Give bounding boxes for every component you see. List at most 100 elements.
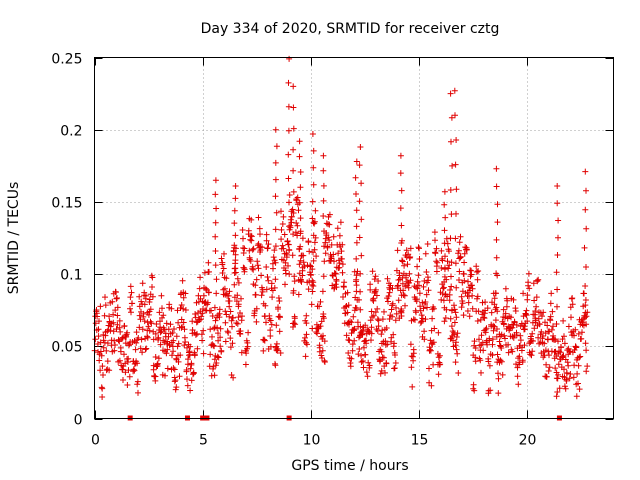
data-point [517, 332, 524, 339]
data-point [508, 314, 514, 321]
data-point [183, 367, 190, 373]
data-point [175, 340, 182, 347]
data-point [309, 198, 316, 205]
data-point [297, 169, 304, 175]
data-point [422, 250, 429, 257]
data-point [200, 327, 207, 334]
data-point [333, 284, 340, 291]
data-point [423, 269, 430, 275]
data-point [245, 329, 252, 336]
data-point [394, 247, 401, 254]
x-tick-label: 0 [91, 433, 100, 449]
data-point [433, 268, 440, 275]
data-point [114, 295, 120, 301]
data-point [343, 332, 350, 339]
data-point [116, 357, 123, 364]
data-point [326, 211, 333, 218]
data-point [308, 301, 315, 308]
data-point [260, 347, 267, 354]
data-point [309, 288, 316, 295]
data-point [357, 144, 364, 150]
data-point [249, 246, 256, 253]
data-point [294, 232, 301, 239]
data-point [265, 241, 272, 248]
data-point [380, 354, 387, 361]
data-point [575, 362, 582, 369]
data-point [285, 175, 292, 182]
data-point [448, 273, 454, 280]
data-point [168, 305, 175, 312]
data-point [192, 311, 199, 317]
data-point [182, 339, 189, 345]
data-point [192, 331, 199, 338]
data-point [468, 271, 475, 278]
data-point [530, 280, 537, 287]
data-point [149, 274, 156, 281]
data-point [457, 233, 464, 240]
data-point [385, 298, 391, 305]
data-point [439, 257, 446, 264]
data-point [212, 233, 219, 240]
data-point [268, 280, 275, 287]
data-point [539, 313, 545, 320]
data-point [280, 245, 287, 252]
data-point [198, 331, 205, 338]
data-point [583, 347, 590, 354]
data-point [521, 326, 528, 333]
x-tick-label: 10 [303, 433, 321, 449]
data-point [272, 176, 279, 183]
data-point [211, 304, 218, 311]
data-point [222, 319, 229, 326]
data-point [139, 349, 146, 356]
y-tick-label: 0.05 [51, 340, 82, 356]
data-point [231, 244, 238, 251]
data-point [547, 313, 554, 320]
data-point [339, 261, 346, 268]
data-point [527, 333, 534, 340]
data-point [132, 346, 139, 353]
data-point [220, 265, 227, 272]
data-point [441, 201, 448, 208]
data-point [498, 358, 505, 365]
data-point [583, 187, 589, 194]
data-point [290, 210, 297, 216]
data-point [557, 344, 564, 350]
data-point [576, 354, 583, 361]
data-point [152, 373, 159, 380]
data-point [215, 337, 222, 344]
data-point [368, 308, 375, 315]
data-point [474, 293, 481, 300]
data-point [446, 297, 453, 304]
data-point [409, 383, 416, 390]
data-point [336, 260, 343, 267]
data-point [116, 317, 123, 324]
data-point [133, 339, 140, 346]
data-point [302, 353, 309, 360]
data-point [472, 345, 479, 351]
data-point [157, 318, 163, 325]
data-point [229, 340, 236, 347]
data-point [543, 373, 550, 380]
data-point [147, 306, 154, 313]
data-point [559, 353, 566, 360]
data-point [255, 265, 262, 272]
data-point [430, 339, 437, 346]
data-point [295, 207, 302, 214]
data-point [311, 239, 318, 246]
data-point [279, 242, 286, 249]
x-tick-label: 20 [519, 433, 537, 449]
grid-lines [94, 57, 614, 419]
data-point [324, 244, 331, 251]
data-point [425, 277, 432, 284]
data-point [134, 381, 141, 388]
data-point [297, 230, 304, 237]
data-point [540, 333, 546, 339]
data-point [368, 337, 374, 344]
data-point [379, 354, 386, 361]
data-point [212, 262, 219, 269]
chart-title: Day 334 of 2020, SRMTID for receiver czt… [201, 21, 500, 37]
data-point [565, 362, 572, 369]
data-point [214, 353, 221, 360]
data-point [170, 348, 177, 355]
